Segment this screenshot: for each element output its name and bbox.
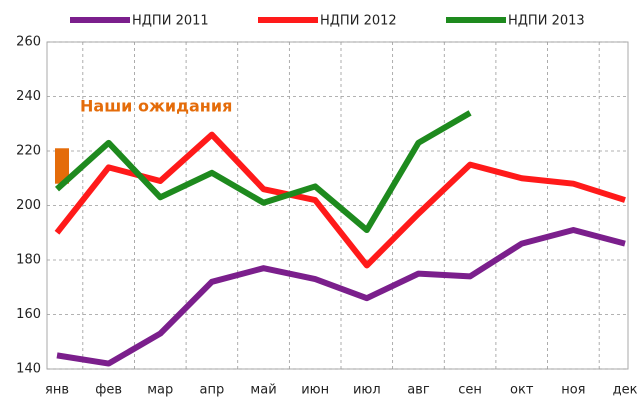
legend-label: НДПИ 2012 — [320, 14, 397, 29]
annotation: Наши ожидания — [80, 97, 232, 116]
expectation-range — [55, 148, 69, 184]
series-line — [54, 110, 472, 234]
x-tick-label: окт — [510, 383, 534, 398]
x-tick-label: июн — [301, 383, 329, 398]
y-tick-label: 220 — [16, 144, 41, 159]
y-tick-label: 200 — [16, 198, 41, 213]
x-tick-label: апр — [200, 383, 225, 398]
legend-label: НДПИ 2011 — [132, 14, 209, 29]
x-tick-label: фев — [95, 383, 122, 398]
x-tick-label: июл — [353, 383, 381, 398]
x-tick-label: май — [250, 383, 276, 398]
series-line — [56, 227, 626, 367]
y-tick-label: 160 — [16, 307, 41, 322]
legend-label: НДПИ 2013 — [508, 14, 585, 29]
x-tick-label: мар — [147, 383, 173, 398]
x-tick-label: ноя — [561, 383, 585, 398]
y-tick-label: 260 — [16, 35, 41, 50]
x-tick-label: янв — [45, 383, 69, 398]
x-tick-label: дек — [613, 383, 638, 398]
x-tick-label: сен — [458, 383, 482, 398]
x-tick-label: авг — [407, 383, 430, 398]
y-tick-label: 140 — [16, 362, 41, 377]
y-tick-label: 180 — [16, 253, 41, 268]
series-line — [54, 131, 626, 269]
y-tick-label: 240 — [16, 89, 41, 104]
